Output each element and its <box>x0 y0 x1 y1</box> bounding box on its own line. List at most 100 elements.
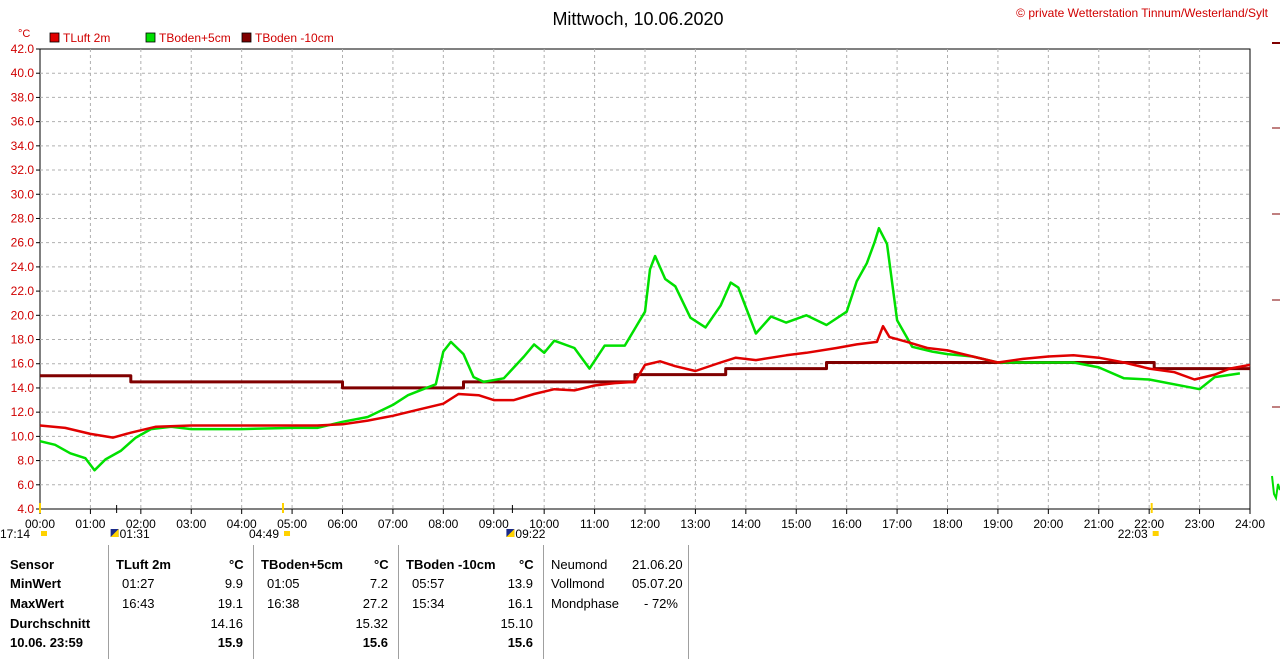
moon-time-label: 01:31 <box>120 527 150 541</box>
x-tick-label: 03:00 <box>176 517 206 531</box>
moon-icon-fill <box>506 529 515 537</box>
avg-value: 14.16 <box>210 616 243 631</box>
sun-time-label: 04:49 <box>249 527 279 541</box>
moon-value-full: 05.07.20 <box>632 576 683 591</box>
x-tick-label: 21:00 <box>1084 517 1114 531</box>
x-tick-label: 04:00 <box>227 517 257 531</box>
y-tick-label: 36.0 <box>11 115 35 129</box>
moon-label-new: Neumond <box>551 557 608 572</box>
y-tick-label: 42.0 <box>11 42 35 56</box>
y-tick-label: 14.0 <box>11 381 35 395</box>
sun-icon <box>284 531 291 536</box>
y-tick-label: 12.0 <box>11 405 35 419</box>
y-tick-label: 30.0 <box>11 187 35 201</box>
y-tick-label: 34.0 <box>11 139 35 153</box>
x-tick-label: 10:00 <box>529 517 559 531</box>
series-line-1 <box>39 226 1241 472</box>
row-label-min: MinWert <box>10 576 62 591</box>
y-tick-label: 20.0 <box>11 308 35 322</box>
series-line-0 <box>39 324 1251 439</box>
x-tick-label: 15:00 <box>781 517 811 531</box>
x-tick-label: 18:00 <box>932 517 962 531</box>
sensor-name: TBoden -10cm <box>406 557 496 572</box>
legend-swatch <box>145 32 156 43</box>
x-tick-label: 17:00 <box>882 517 912 531</box>
moon-icon-fill <box>110 529 119 537</box>
x-tick-label: 12:00 <box>630 517 660 531</box>
data-table: Sensor MinWert MaxWert Durchschnitt 10.0… <box>0 545 1280 659</box>
legend-label: TLuft 2m <box>63 31 110 45</box>
min-value: 7.2 <box>369 576 388 591</box>
x-tick-label: 09:00 <box>479 517 509 531</box>
grid <box>40 49 1250 509</box>
series-group <box>39 226 1251 472</box>
y-tick-label: 38.0 <box>11 90 35 104</box>
x-tick-label: 20:00 <box>1033 517 1063 531</box>
y-axis-unit: °C <box>18 28 30 40</box>
avg-value: 15.32 <box>355 616 388 631</box>
min-value: 9.9 <box>224 576 243 591</box>
y-tick-label: 22.0 <box>11 284 35 298</box>
x-tick-label: 23:00 <box>1185 517 1215 531</box>
min-time: 05:57 <box>412 576 445 591</box>
x-tick-label: 22:00 <box>1134 517 1164 531</box>
x-tick-label: 01:00 <box>75 517 105 531</box>
x-tick-label: 19:00 <box>983 517 1013 531</box>
legend-swatch <box>241 32 252 43</box>
y-axis: 4.0 6.0 8.0 10.0 12.0 14.0 16.0 18.0 20.0 22.0 24.… <box>11 42 40 516</box>
max-time: 15:34 <box>412 596 445 611</box>
x-tick-label: 05:00 <box>277 517 307 531</box>
legend: TLuft 2m TBoden+5cm TBoden -10cm <box>49 31 334 45</box>
x-axis: 00:00 01:00 02:00 03:00 04:00 05:00 06:00 07:00… <box>25 509 1265 531</box>
x-tick-label: 00:00 <box>25 517 55 531</box>
min-time: 01:27 <box>122 576 155 591</box>
avg-value: 15.10 <box>500 616 533 631</box>
y-tick-label: 10.0 <box>11 429 35 443</box>
temperature-chart: Mittwoch, 10.06.2020 © private Wettersta… <box>0 6 1280 541</box>
row-label-sensor: Sensor <box>10 557 55 572</box>
x-tick-label: 02:00 <box>126 517 156 531</box>
moon-value-new: 21.06.20 <box>632 557 683 572</box>
y-tick-label: 4.0 <box>17 502 34 516</box>
y-tick-label: 8.0 <box>17 454 34 468</box>
sensor-name: TLuft 2m <box>116 557 171 572</box>
current-value: 15.6 <box>507 635 533 650</box>
sun-icon <box>1152 531 1159 536</box>
y-tick-label: 16.0 <box>11 357 35 371</box>
x-tick-label: 16:00 <box>832 517 862 531</box>
chart-title: Mittwoch, 10.06.2020 <box>552 9 723 29</box>
current-value: 15.9 <box>217 635 243 650</box>
y-tick-label: 6.0 <box>17 478 34 492</box>
y-tick-label: 26.0 <box>11 236 35 250</box>
x-tick-label: 13:00 <box>680 517 710 531</box>
moon-time-label: 09:22 <box>515 527 545 541</box>
x-tick-label: 11:00 <box>580 517 609 531</box>
sensor-unit: °C <box>229 557 244 572</box>
row-label-avg: Durchschnitt <box>10 616 91 631</box>
y-tick-label: 32.0 <box>11 163 35 177</box>
moon-value-phase: - 72% <box>644 596 678 611</box>
legend-swatch <box>49 32 60 43</box>
right-edge-thumbnail <box>1271 42 1280 502</box>
legend-label: TBoden -10cm <box>255 31 334 45</box>
legend-label: TBoden+5cm <box>159 31 231 45</box>
x-tick-label: 08:00 <box>428 517 458 531</box>
x-tick-label: 07:00 <box>378 517 408 531</box>
min-time: 01:05 <box>267 576 300 591</box>
sensor-unit: °C <box>374 557 389 572</box>
moon-label-full: Vollmond <box>551 576 605 591</box>
current-value: 15.6 <box>362 635 388 650</box>
x-tick-label: 06:00 <box>327 517 357 531</box>
row-label-current: 10.06. 23:59 <box>10 635 84 650</box>
y-tick-label: 28.0 <box>11 211 35 225</box>
max-value: 27.2 <box>362 596 388 611</box>
max-time: 16:38 <box>267 596 300 611</box>
x-tick-label: 24:00 <box>1235 517 1265 531</box>
x-tick-label: 14:00 <box>731 517 761 531</box>
row-label-max: MaxWert <box>10 596 64 611</box>
sun-time-label: 17:14 <box>0 527 30 541</box>
max-value: 19.1 <box>217 596 243 611</box>
series-line-2 <box>40 361 1250 390</box>
min-value: 13.9 <box>507 576 533 591</box>
y-tick-label: 40.0 <box>11 66 35 80</box>
